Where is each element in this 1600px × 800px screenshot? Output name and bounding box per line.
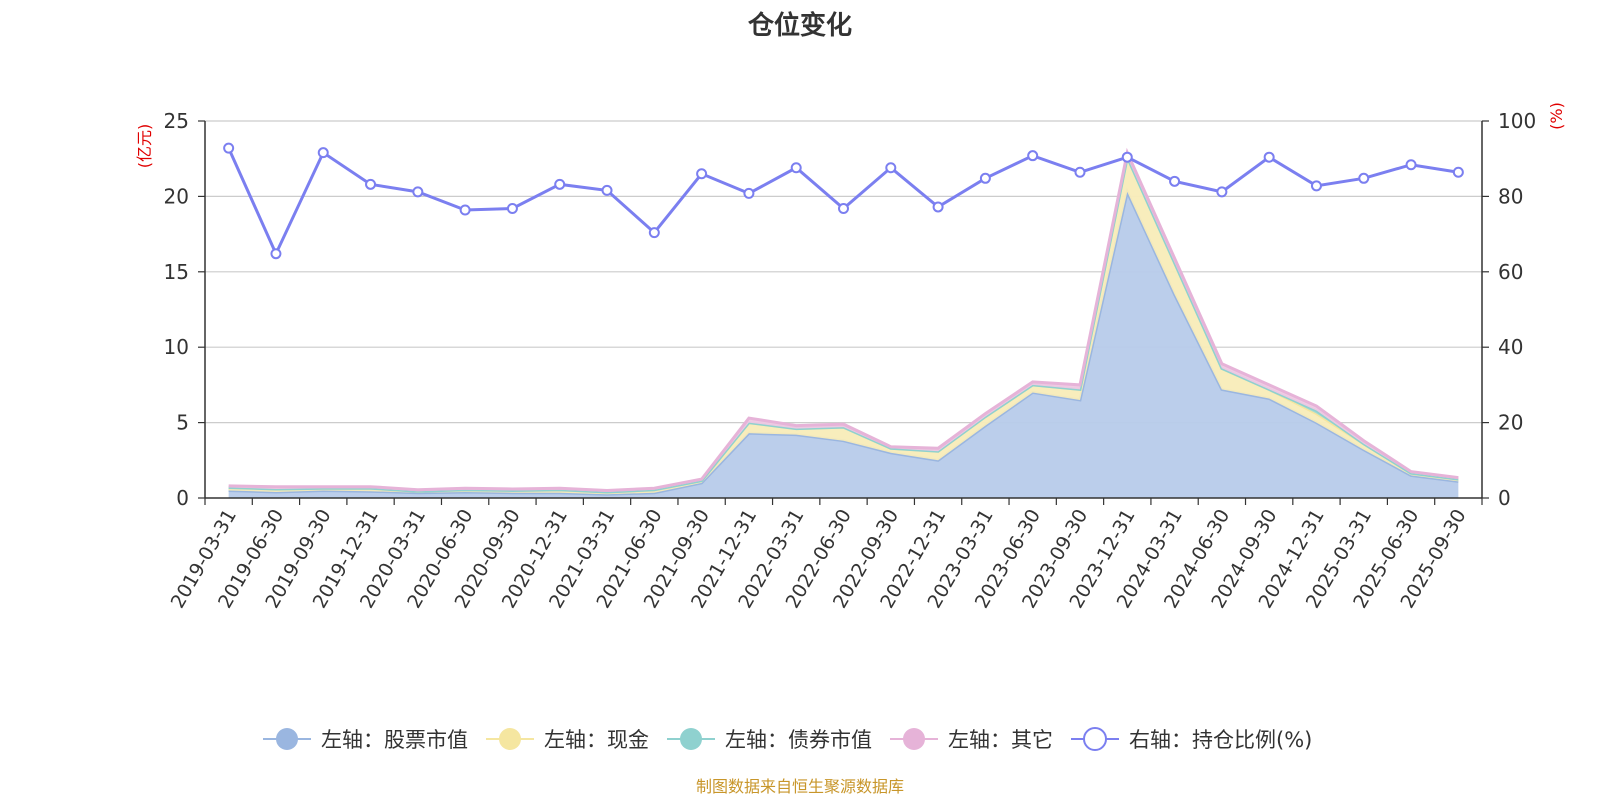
legend-swatch [276, 728, 298, 750]
ratio-point[interactable] [1358, 172, 1370, 184]
left-tick-label: 25 [164, 109, 189, 133]
ratio-point[interactable] [365, 178, 377, 190]
stacked-areas [228, 147, 1459, 498]
ratio-point[interactable] [838, 202, 849, 214]
position-ratio-line [223, 142, 1464, 260]
ratio-point[interactable] [696, 168, 708, 180]
ratio-point[interactable] [270, 248, 282, 260]
ratio-point[interactable] [979, 172, 991, 184]
right-tick-label: 40 [1498, 335, 1523, 359]
chart-title: 仓位变化 [747, 10, 852, 41]
right-tick-label: 100 [1498, 109, 1536, 133]
legend-label: 左轴：现金 [544, 728, 649, 752]
legend-label: 右轴：持仓比例(%) [1129, 728, 1312, 752]
ratio-point[interactable] [1405, 159, 1417, 171]
ratio-point[interactable] [459, 204, 471, 216]
ratio-point[interactable] [1027, 150, 1039, 162]
legend-swatch [680, 728, 702, 750]
area-edge-左轴：其它 [228, 147, 1459, 492]
left-tick-label: 10 [164, 335, 189, 359]
ratio-point[interactable] [1074, 166, 1086, 178]
ratio-point[interactable] [601, 184, 613, 196]
legend-swatch [1083, 727, 1107, 751]
ratio-point[interactable] [1310, 180, 1322, 192]
legend-label: 左轴：债券市值 [725, 728, 872, 752]
left-tick-label: 5 [176, 411, 189, 435]
ratio-point[interactable] [1263, 151, 1275, 163]
ratio-line-path [227, 147, 1459, 258]
data-source-note: 制图数据来自恒生聚源数据库 [696, 777, 904, 796]
left-tick-label: 20 [164, 184, 189, 208]
right-axis-unit: (%) [1547, 102, 1566, 130]
left-tick-label: 0 [176, 486, 189, 510]
ratio-point[interactable] [1216, 186, 1228, 198]
legend-item[interactable]: 右轴：持仓比例(%) [1071, 727, 1312, 752]
gridlines [205, 120, 1482, 424]
area-左轴：现金 [228, 157, 1459, 495]
right-tick-label: 0 [1498, 486, 1511, 510]
legend-swatch [499, 728, 521, 750]
ratio-point[interactable] [1452, 166, 1464, 178]
right-tick-label: 60 [1498, 260, 1523, 284]
ratio-point[interactable] [743, 187, 755, 199]
ratio-point[interactable] [885, 162, 897, 174]
legend-item[interactable]: 左轴：债券市值 [667, 728, 872, 752]
legend: 左轴：股票市值 左轴：现金 左轴：债券市值 左轴：其它 右轴：持仓比例(%) [263, 727, 1312, 752]
ratio-point[interactable] [223, 142, 235, 154]
right-tick-label: 20 [1498, 411, 1523, 435]
legend-label: 左轴：其它 [948, 728, 1053, 752]
left-tick-label: 15 [164, 260, 189, 284]
ratio-point[interactable] [648, 227, 660, 239]
ratio-point[interactable] [1121, 151, 1133, 163]
legend-item[interactable]: 左轴：股票市值 [263, 728, 468, 752]
ratio-point[interactable] [1169, 175, 1181, 187]
ratio-point[interactable] [506, 202, 518, 214]
legend-swatch [903, 728, 925, 750]
ratio-point[interactable] [317, 147, 329, 159]
ratio-point[interactable] [554, 178, 566, 190]
legend-label: 左轴：股票市值 [321, 728, 468, 752]
area-左轴：股票市值 [228, 191, 1459, 498]
right-tick-label: 80 [1498, 184, 1523, 208]
ratio-point[interactable] [932, 201, 944, 213]
ratio-point[interactable] [412, 186, 424, 198]
ratio-point[interactable] [790, 162, 802, 174]
legend-item[interactable]: 左轴：其它 [890, 728, 1053, 752]
left-axis-unit: (亿元) [135, 124, 154, 169]
legend-item[interactable]: 左轴：现金 [486, 728, 649, 752]
